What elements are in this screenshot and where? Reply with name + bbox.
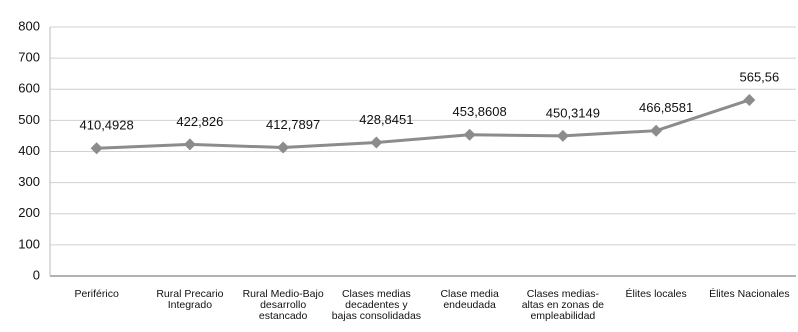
- y-tick-label: 300: [18, 174, 40, 189]
- x-tick-label: Rural Medio-Bajo desarrollo estancado: [242, 288, 324, 322]
- data-label: 428,8451: [359, 112, 413, 127]
- line: [96, 98, 750, 150]
- x-tick-label: Rural Precario Integrado: [156, 288, 224, 311]
- marker: [743, 93, 756, 106]
- x-tick-label: Élites locales: [625, 288, 687, 300]
- x-tick-label: Clase media endeudada: [440, 288, 499, 311]
- data-label: 412,7897: [266, 117, 320, 132]
- data-label: 466,8581: [639, 100, 693, 115]
- y-tick-label: 700: [18, 50, 40, 65]
- data-label: 422,826: [176, 114, 223, 129]
- marker: [650, 124, 663, 137]
- data-label: 410,4928: [80, 118, 134, 133]
- y-tick-label: 0: [33, 267, 40, 282]
- marker: [370, 136, 383, 149]
- y-tick-label: 800: [18, 18, 40, 33]
- y-tick-label: 500: [18, 112, 40, 127]
- y-tick-label: 600: [18, 81, 40, 96]
- data-label: 565,56: [739, 69, 779, 84]
- x-tick-label: Clases medias decadentes y bajas consoli…: [331, 288, 422, 322]
- y-tick-label: 400: [18, 143, 40, 158]
- y-tick-label: 200: [18, 205, 40, 220]
- marker: [90, 142, 103, 155]
- y-tick-label: 100: [18, 236, 40, 251]
- marker: [277, 141, 290, 154]
- marker: [463, 128, 476, 141]
- data-label: 450,3149: [546, 105, 600, 120]
- x-tick-label: Élites Nacionales: [709, 288, 790, 300]
- marker: [183, 138, 196, 151]
- marker: [556, 129, 569, 142]
- x-tick-label: Clases medias-altas en zonas de empleabi…: [521, 288, 605, 322]
- x-tick-label: Periférico: [74, 288, 119, 300]
- data-label: 453,8608: [453, 104, 507, 119]
